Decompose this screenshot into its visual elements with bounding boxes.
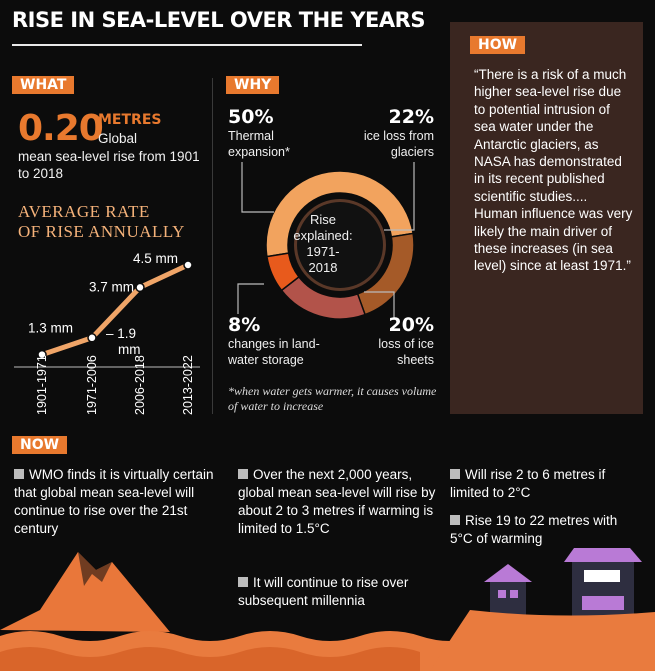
now-bullet-1-text: WMO finds it is virtually certain that g… (14, 467, 214, 536)
now-bullet-5-text: Rise 19 to 22 metres with 5°C of warming (450, 513, 618, 546)
now-bullet-4: Will rise 2 to 6 metres if limited to 2°… (450, 466, 645, 502)
seg-landwater-l2: water storage (228, 353, 304, 367)
wave-icon-lower (0, 647, 420, 671)
rate-line-chart: 1.3 mm – 1.9mm 3.7 mm 4.5 mm 1901-1971 1971-2… (14, 251, 200, 415)
rate-period-label: 2006-2018 (133, 355, 147, 415)
rate-point (135, 282, 145, 293)
now-bullet-4-text: Will rise 2 to 6 metres if limited to 2°… (450, 467, 606, 500)
avg-rate-title-2: OF RISE ANNUALLY (18, 222, 185, 241)
callout-lines (237, 162, 415, 320)
what-tag: WHAT (12, 76, 75, 94)
now-bullet-2: Over the next 2,000 years, global mean s… (238, 466, 438, 538)
rate-point (87, 333, 97, 343)
page-title: RISE IN SEA-LEVEL OVER THE YEARS (12, 8, 425, 32)
seg-icesheets-l2: sheets (397, 353, 434, 367)
house-icon (572, 560, 634, 622)
mountain-icon (0, 552, 170, 632)
rate-value-label: 3.7 mm (89, 279, 134, 294)
center-line-2: explained: (293, 228, 353, 243)
now-bullet-2-text: Over the next 2,000 years, global mean s… (238, 467, 436, 536)
mountain-snow (78, 552, 112, 586)
title-underline (12, 44, 362, 46)
seg-glaciers-l1: ice loss from (363, 129, 434, 143)
rate-period-label: 2013-2022 (181, 355, 195, 415)
global-label: Global (98, 131, 138, 146)
bullet-square (238, 577, 248, 587)
seg-icesheets-pct: 20% (388, 314, 434, 336)
seg-landwater-pct: 8% (228, 314, 261, 336)
sea-illustration (0, 548, 655, 671)
footnote: *when water gets warmer, it causes volum… (228, 384, 437, 413)
rate-period-label: 1901-1971 (35, 355, 49, 415)
how-quote: “There is a risk of a much higher sea-le… (474, 67, 633, 274)
how-panel (450, 22, 643, 414)
avg-rate-title-1: AVERAGE RATE (18, 202, 150, 221)
big-value: 0.20 (18, 108, 104, 149)
rate-value-label: 1.3 mm (28, 321, 73, 336)
how-tag: HOW (470, 36, 526, 54)
small-house-icon (490, 580, 526, 616)
seg-landwater: 8% changes in land- water storage (228, 314, 320, 368)
rate-period-label: 1971-2006 (85, 355, 99, 415)
center-line-3: 1971- (306, 244, 340, 259)
rate-value-label: 4.5 mm (133, 251, 178, 266)
house-window (584, 570, 620, 582)
unit-label: METRES (98, 112, 162, 128)
rise-description: mean sea-level rise from 1901 to 2018 (18, 149, 200, 181)
house-roof (564, 548, 642, 562)
avg-rate-title: AVERAGE RATE OF RISE ANNUALLY (18, 202, 185, 242)
now-bullet-3-text: It will continue to rise over subsequent… (238, 575, 409, 608)
now-bullet-1: WMO finds it is virtually certain that g… (14, 466, 224, 538)
now-tag: NOW (12, 436, 68, 454)
section-divider (212, 78, 213, 414)
donut-center (297, 202, 383, 288)
rate-point (183, 260, 193, 270)
callout-line-icesheets (364, 291, 395, 320)
donut-chart (250, 165, 430, 325)
rate-line (41, 262, 190, 357)
rate-chart-marks: 1.3 mm – 1.9mm 3.7 mm 4.5 mm 1901-1971 1971-2… (28, 251, 195, 415)
donut-svg (265, 170, 415, 320)
seg-thermal: 50% Thermal expansion* (228, 106, 290, 160)
donut-slice (266, 252, 300, 292)
seg-thermal-l1: Thermal (228, 129, 274, 143)
rate-value-label: – 1.9 (106, 326, 136, 341)
callout-line-landwater (237, 283, 264, 314)
bullet-square (450, 469, 460, 479)
bullet-square (14, 469, 24, 479)
house-porch (582, 596, 624, 610)
seg-icesheets: 20% loss of ice sheets (350, 314, 434, 368)
seg-glaciers-l2: glaciers (390, 145, 434, 159)
donut-center-label: Rise explained: 1971- 2018 (282, 212, 364, 276)
why-tag: WHY (226, 76, 280, 94)
bullet-square (450, 515, 460, 525)
seg-thermal-pct: 50% (228, 106, 274, 128)
small-house-roof (484, 564, 532, 582)
rate-point (37, 349, 47, 360)
now-bullet-3: It will continue to rise over subsequent… (238, 574, 433, 610)
sea-icon (430, 610, 655, 671)
seg-glaciers-pct: 22% (388, 106, 434, 128)
seg-icesheets-l1: loss of ice (378, 337, 434, 351)
seg-landwater-l1: changes in land- (228, 337, 320, 351)
callout-line-thermal (241, 162, 274, 213)
rate-value-label: mm (118, 342, 141, 357)
callout-line-glaciers (384, 162, 415, 231)
center-line-4: 2018 (308, 260, 338, 275)
now-bullet-5: Rise 19 to 22 metres with 5°C of warming (450, 512, 630, 548)
center-line-1: Rise (309, 212, 336, 227)
seg-glaciers: 22% ice loss from glaciers (330, 106, 434, 160)
bullet-square (238, 469, 248, 479)
seg-thermal-l2: expansion* (228, 145, 290, 159)
